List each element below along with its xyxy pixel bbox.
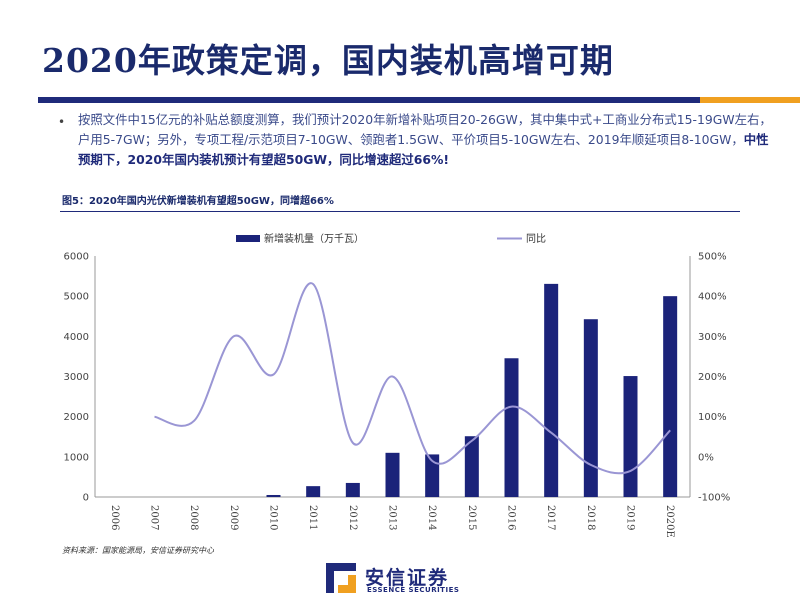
x-tick-label: 2018 — [585, 505, 596, 530]
bar — [266, 494, 281, 497]
y-left-tick-label: 1000 — [64, 452, 89, 463]
slide-title: 2020年政策定调，国内装机高增可期 — [42, 41, 614, 80]
x-tick-label: 2014 — [426, 505, 437, 530]
x-tick-label: 2019 — [625, 505, 636, 530]
bar — [425, 454, 440, 497]
x-tick-label: 2010 — [268, 505, 279, 530]
legend-bar-label: 新增装机量（万千瓦） — [264, 232, 364, 245]
y-right-tick-label: 100% — [698, 412, 727, 423]
y-left-tick-label: 5000 — [64, 292, 89, 303]
title-underline-bar — [38, 97, 700, 103]
x-tick-label: 2020E — [664, 505, 675, 538]
x-tick-label: 2009 — [228, 505, 239, 530]
bar — [385, 452, 400, 497]
x-tick-label: 2013 — [387, 505, 398, 530]
x-tick-label: 2012 — [347, 505, 358, 530]
x-tick-label: 2017 — [545, 505, 556, 530]
x-tick-label: 2011 — [307, 505, 318, 530]
source-note: 资料来源：国家能源局，安信证券研究中心 — [62, 546, 214, 555]
brand-name-cn: 安信证券 — [365, 567, 450, 589]
figure-caption: 图5：2020年国内光伏新增装机有望超50GW，同增超66% — [62, 196, 334, 207]
bar — [623, 376, 638, 497]
bar — [306, 486, 321, 497]
title-underline-accent — [700, 97, 800, 103]
bar — [464, 436, 479, 497]
bullet-paragraph: 按照文件中15亿元的补贴总额度测算，我们预计2020年新增补贴项目20-26GW… — [78, 110, 778, 170]
y-left-tick-label: 4000 — [64, 332, 89, 343]
bar — [544, 283, 559, 497]
y-left-tick-label: 2000 — [64, 412, 89, 423]
series-line — [154, 282, 671, 475]
y-left-tick-label: 3000 — [64, 372, 89, 383]
y-left-tick-label: 0 — [83, 493, 89, 504]
y-right-tick-label: 400% — [698, 292, 727, 303]
brand-logo-icon — [326, 563, 356, 593]
y-right-tick-label: 300% — [698, 332, 727, 343]
bar — [583, 319, 598, 497]
x-tick-label: 2007 — [149, 505, 160, 530]
x-tick-label: 2015 — [466, 505, 477, 530]
brand-name-en: ESSENCE SECURITIES — [367, 586, 460, 594]
bullet-emphasis-text: 中性预期下，2020年国内装机预计有望超50GW，同比增速超过66%! — [78, 132, 769, 167]
y-left-tick-label: 6000 — [64, 252, 89, 263]
y-right-tick-label: 0% — [698, 452, 714, 463]
x-tick-label: 2006 — [109, 505, 120, 530]
bullet-body-text: 按照文件中15亿元的补贴总额度测算，我们预计2020年新增补贴项目20-26GW… — [78, 112, 772, 147]
bar — [663, 296, 678, 497]
bar — [345, 482, 360, 497]
bullet-marker: • — [58, 115, 66, 129]
figure-caption-rule — [60, 211, 740, 212]
y-right-tick-label: -100% — [698, 493, 730, 504]
legend-bar-swatch — [236, 235, 260, 242]
x-tick-label: 2008 — [188, 505, 199, 530]
x-tick-label: 2016 — [506, 505, 517, 530]
bar — [504, 358, 519, 497]
y-right-tick-label: 200% — [698, 372, 727, 383]
y-right-tick-label: 500% — [698, 252, 727, 263]
legend-line-label: 同比 — [526, 233, 546, 245]
